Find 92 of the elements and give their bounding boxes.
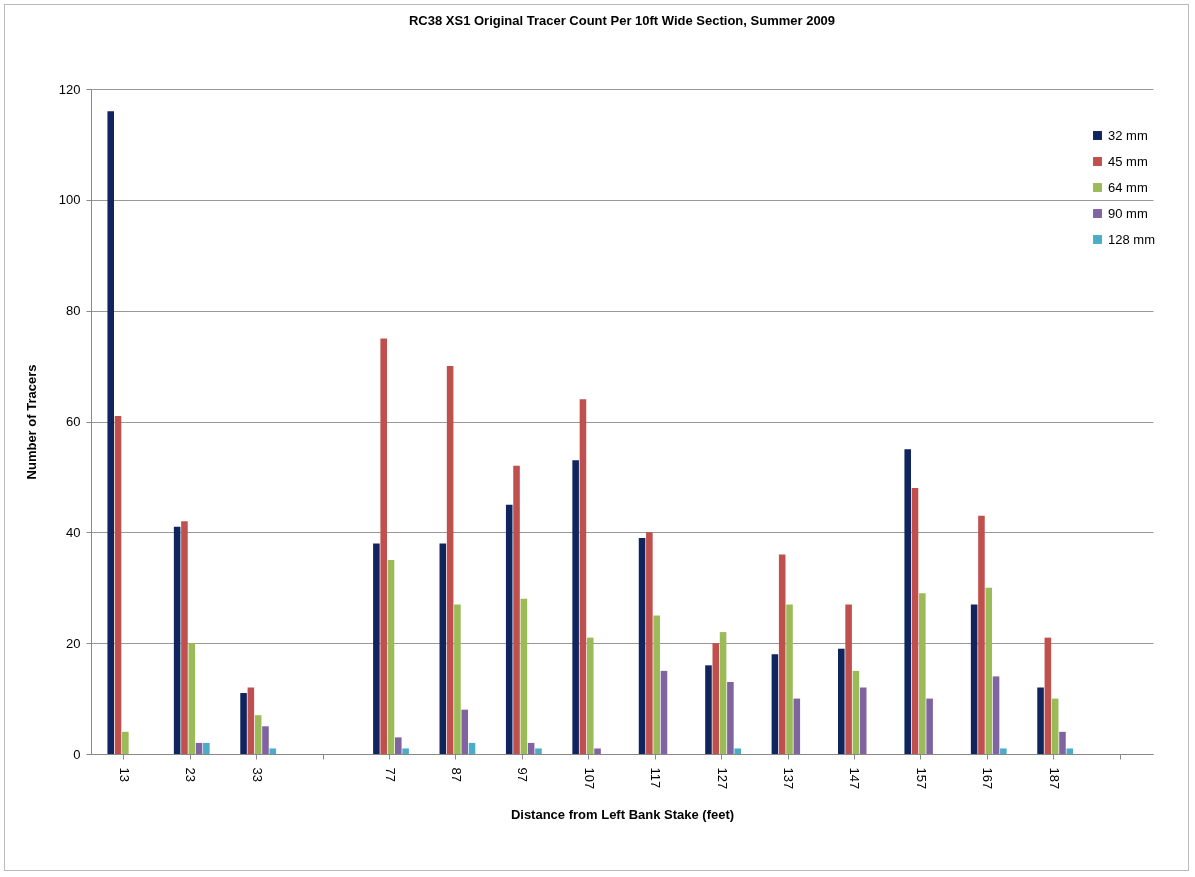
bar bbox=[719, 632, 727, 754]
x-tick-label: 107 bbox=[581, 767, 597, 790]
x-axis-title: Distance from Left Bank Stake (feet) bbox=[510, 807, 735, 823]
legend-label: 64 mm bbox=[1108, 179, 1148, 195]
x-tick-label: 127 bbox=[714, 767, 730, 790]
bar bbox=[904, 449, 912, 754]
y-tick-label: 20 bbox=[66, 635, 81, 651]
bar bbox=[122, 731, 129, 754]
bar bbox=[195, 742, 203, 754]
bar bbox=[1000, 748, 1007, 754]
legend-label: 45 mm bbox=[1108, 153, 1148, 169]
bar bbox=[468, 742, 476, 754]
bar bbox=[188, 643, 196, 754]
bar bbox=[269, 748, 277, 754]
bar bbox=[240, 693, 247, 754]
bar bbox=[660, 670, 668, 754]
legend-label: 128 mm bbox=[1108, 231, 1155, 247]
bar bbox=[727, 681, 734, 754]
y-tick-label: 60 bbox=[66, 414, 81, 429]
y-tick-label: 120 bbox=[58, 81, 81, 97]
y-tick-label: 100 bbox=[58, 192, 81, 208]
bar bbox=[919, 593, 926, 754]
bar bbox=[107, 111, 115, 754]
x-tick-label: 23 bbox=[183, 767, 199, 782]
x-tick-label: 97 bbox=[515, 767, 531, 782]
x-tick-label: 187 bbox=[1046, 767, 1062, 790]
bar bbox=[638, 537, 646, 754]
bar bbox=[513, 465, 520, 754]
y-tick-label: 80 bbox=[66, 303, 81, 319]
bar bbox=[1044, 637, 1052, 754]
bar bbox=[838, 648, 845, 754]
bar bbox=[579, 399, 587, 754]
bar bbox=[1059, 731, 1066, 754]
bar bbox=[527, 742, 535, 754]
x-tick-label: 137 bbox=[781, 767, 797, 790]
x-tick-label: 33 bbox=[249, 767, 265, 782]
bar bbox=[572, 460, 579, 754]
bar bbox=[402, 748, 409, 754]
bar bbox=[454, 604, 461, 754]
bar bbox=[985, 587, 993, 754]
x-tick-label: 77 bbox=[382, 767, 398, 782]
bar bbox=[247, 687, 255, 754]
y-tick-label: 40 bbox=[66, 524, 81, 540]
x-tick-label: 117 bbox=[648, 767, 664, 789]
bar bbox=[461, 709, 469, 754]
bar bbox=[970, 604, 978, 754]
bar bbox=[734, 748, 741, 754]
bar bbox=[395, 737, 402, 754]
bar bbox=[181, 521, 188, 754]
bar bbox=[859, 687, 867, 754]
bar bbox=[771, 654, 779, 754]
y-axis-title: Number of Tracers bbox=[23, 364, 39, 480]
bar bbox=[786, 604, 793, 754]
bar bbox=[203, 742, 210, 754]
bar bbox=[586, 637, 594, 754]
bar bbox=[114, 415, 122, 754]
legend-label: 32 mm bbox=[1108, 127, 1148, 143]
bar bbox=[520, 598, 528, 754]
x-tick-label: 167 bbox=[980, 767, 996, 790]
bar bbox=[852, 670, 860, 754]
bar bbox=[439, 543, 447, 754]
bar bbox=[705, 665, 712, 754]
bar bbox=[646, 532, 653, 754]
bar bbox=[1051, 698, 1059, 754]
bar bbox=[446, 366, 454, 754]
bar bbox=[712, 643, 720, 754]
bar bbox=[380, 338, 387, 754]
x-tick-label: 13 bbox=[116, 767, 132, 782]
bar bbox=[254, 715, 262, 754]
x-tick-label: 157 bbox=[913, 767, 929, 790]
bar bbox=[594, 748, 601, 754]
bar bbox=[992, 676, 1000, 754]
bar bbox=[173, 526, 181, 754]
bar bbox=[1037, 687, 1044, 754]
bar bbox=[653, 615, 660, 754]
bar bbox=[262, 726, 269, 754]
x-tick-label: 87 bbox=[448, 767, 464, 782]
bar bbox=[387, 560, 395, 754]
y-tick-label: 0 bbox=[73, 746, 81, 762]
bar bbox=[373, 543, 380, 754]
bar bbox=[535, 748, 542, 754]
x-tick-label: 147 bbox=[847, 767, 863, 790]
chart-title: RC38 XS1 Original Tracer Count Per 10ft Wide Section, Summer 2009 bbox=[408, 13, 836, 28]
bar bbox=[505, 504, 513, 754]
bar bbox=[1066, 748, 1074, 754]
bar bbox=[926, 698, 933, 754]
legend-label: 90 mm bbox=[1108, 205, 1148, 221]
bar bbox=[911, 488, 919, 754]
bar bbox=[845, 604, 852, 754]
bar bbox=[978, 515, 985, 754]
bar bbox=[793, 698, 801, 754]
bar bbox=[778, 554, 786, 754]
